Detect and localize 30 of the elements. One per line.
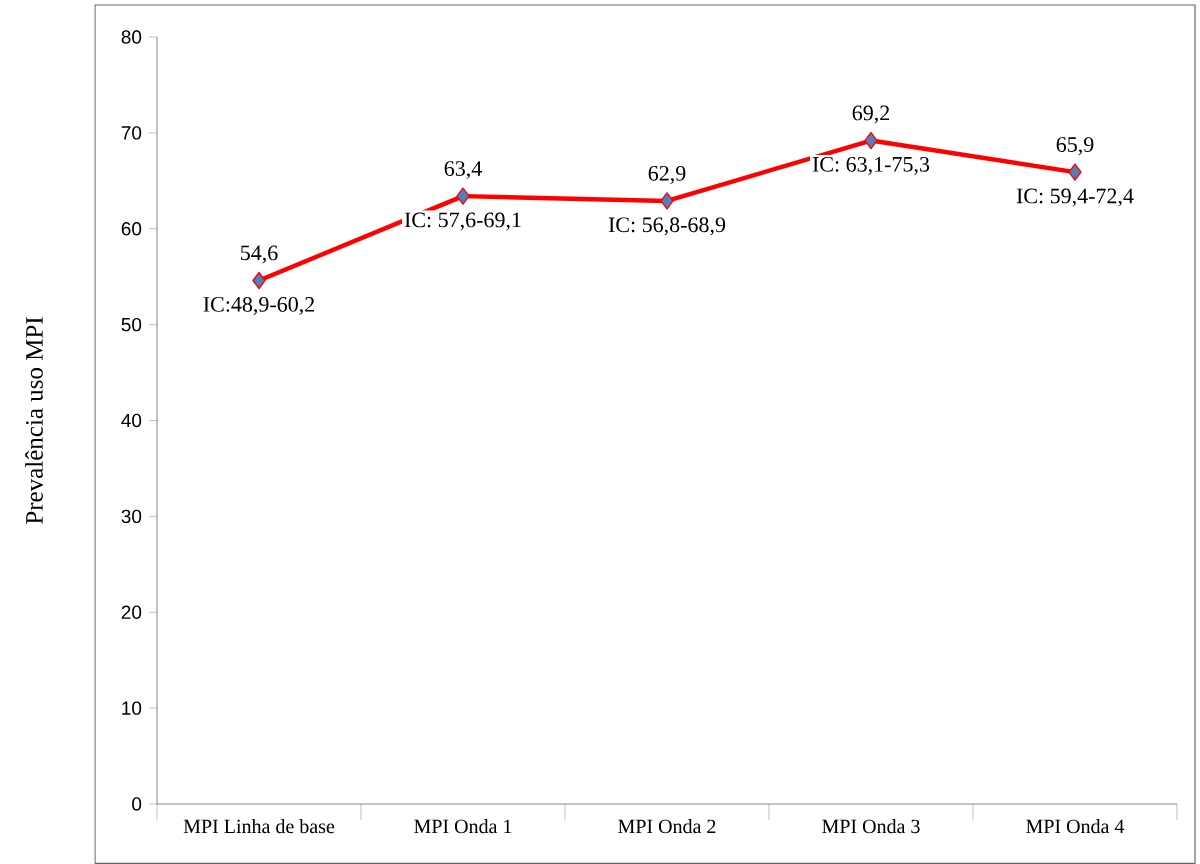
point [456, 187, 470, 205]
annotation: IC:48,9-60,2 [203, 296, 315, 315]
data-label: 65,9 [1056, 137, 1094, 156]
x-tick-label: MPI Onda 3 [822, 819, 920, 834]
point [660, 192, 674, 210]
y-tick-label: 70 [121, 126, 142, 140]
point [1068, 163, 1082, 181]
point [864, 131, 878, 150]
y-tick-label: 0 [132, 797, 142, 811]
data-label: 62,9 [648, 165, 686, 184]
annotation: IC: 56,8-68,9 [608, 217, 726, 236]
point [252, 271, 266, 290]
annotation: IC: 63,1-75,3 [812, 156, 930, 175]
annotation: IC: 57,6-69,1 [404, 212, 521, 231]
y-tick-label: 50 [121, 317, 142, 332]
annotation: IC: 59,4-72,4 [1016, 188, 1134, 207]
x-tick-label: MPI Linha de base [183, 819, 335, 834]
x-tick-label: MPI Onda 1 [414, 819, 512, 834]
y-tick-label: 10 [122, 701, 142, 715]
y-tick-label: 30 [121, 509, 142, 524]
y-tick-label: 20 [121, 605, 142, 619]
y-tick-label: 80 [121, 30, 142, 44]
data-label: 63,4 [444, 161, 482, 180]
y-tick-label: 40 [121, 413, 142, 428]
y-axis-title: Prevalência uso MPI [25, 317, 43, 524]
x-tick-label: MPI Onda 2 [618, 819, 716, 834]
x-tick-label: MPI Onda 4 [1026, 819, 1125, 834]
data-label: 69,2 [852, 105, 890, 124]
data-label: 54,6 [241, 245, 278, 264]
y-tick-label: 60 [121, 222, 142, 236]
